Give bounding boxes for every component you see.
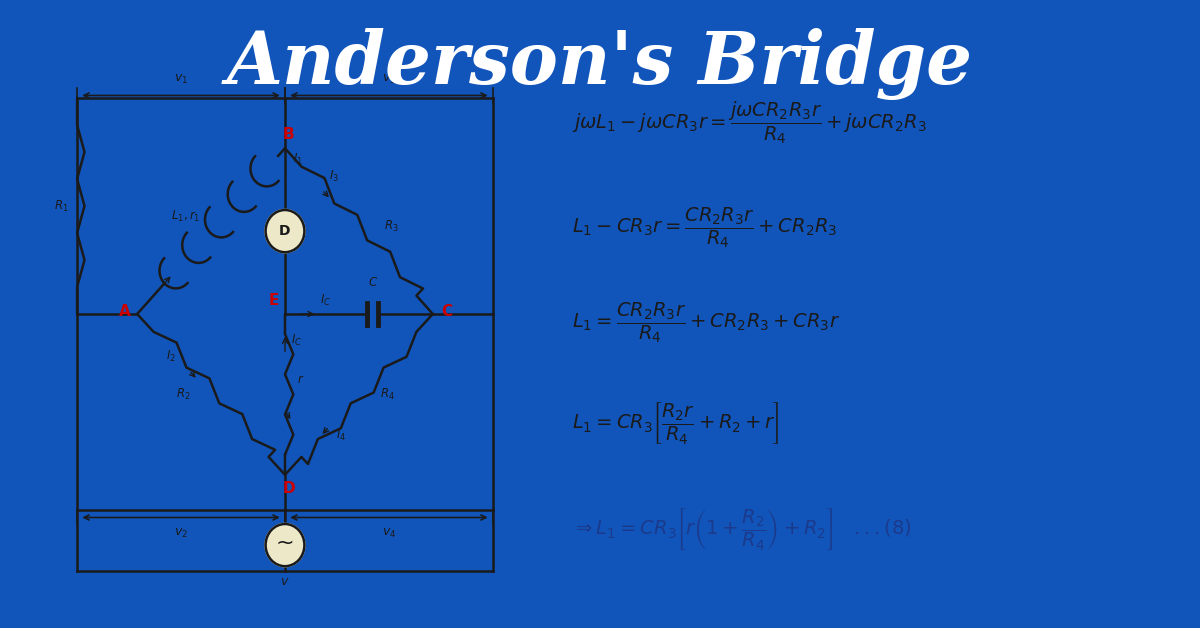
Circle shape <box>265 210 305 252</box>
Text: $I_4$: $I_4$ <box>336 428 347 443</box>
Text: $I_1$: $I_1$ <box>293 152 304 168</box>
Text: $v_1$: $v_1$ <box>174 73 188 87</box>
Text: $L_1,r_1$: $L_1,r_1$ <box>170 208 200 224</box>
Text: D: D <box>282 481 295 495</box>
Text: $j\omega L_1 - j\omega CR_3r = \dfrac{j\omega CR_2R_3r}{R_4} + j\omega CR_2R_3$: $j\omega L_1 - j\omega CR_3r = \dfrac{j\… <box>571 100 926 146</box>
Text: $L_1 = CR_3\left[\dfrac{R_2r}{R_4} + R_2 + r\right]$: $L_1 = CR_3\left[\dfrac{R_2r}{R_4} + R_2… <box>571 401 779 447</box>
Text: $v$: $v$ <box>281 575 289 588</box>
Text: $R_2$: $R_2$ <box>175 387 191 402</box>
Text: $\Rightarrow L_1 = CR_3\left[r\left(1 + \dfrac{R_2}{R_4}\right) + R_2\right] \qu: $\Rightarrow L_1 = CR_3\left[r\left(1 + … <box>571 506 911 552</box>
Text: $I_2$: $I_2$ <box>166 349 175 364</box>
Text: $v_4$: $v_4$ <box>382 526 396 539</box>
Text: Anderson's Bridge: Anderson's Bridge <box>227 28 973 100</box>
Text: $v_3$: $v_3$ <box>382 73 396 87</box>
Text: $v_2$: $v_2$ <box>174 526 188 539</box>
Text: $L_1 - CR_3r = \dfrac{CR_2R_3r}{R_4} + CR_2R_3$: $L_1 - CR_3r = \dfrac{CR_2R_3r}{R_4} + C… <box>571 205 838 250</box>
Text: $R_1$: $R_1$ <box>54 198 68 214</box>
Text: $R_3$: $R_3$ <box>384 219 400 234</box>
Text: $I_C$: $I_C$ <box>290 333 301 349</box>
Text: A: A <box>119 304 131 319</box>
Text: $L_1 = \dfrac{CR_2R_3r}{R_4} + CR_2R_3 + CR_3r$: $L_1 = \dfrac{CR_2R_3r}{R_4} + CR_2R_3 +… <box>571 300 840 345</box>
Text: C: C <box>442 304 452 319</box>
Text: $R_4$: $R_4$ <box>379 387 395 402</box>
Text: $I_C$: $I_C$ <box>319 293 331 308</box>
Text: $I_3$: $I_3$ <box>329 168 338 184</box>
Text: $r$: $r$ <box>296 373 304 386</box>
Circle shape <box>265 524 305 566</box>
Text: ~: ~ <box>276 533 294 553</box>
Text: D: D <box>280 224 290 238</box>
Text: $C$: $C$ <box>367 276 378 289</box>
Text: E: E <box>269 293 280 308</box>
Text: B: B <box>283 127 294 142</box>
